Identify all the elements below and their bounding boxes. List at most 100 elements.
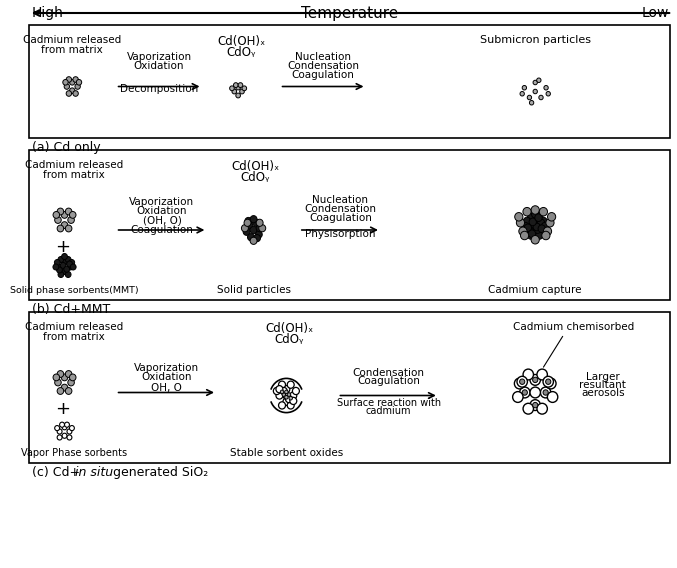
Circle shape [278, 402, 286, 409]
Circle shape [250, 237, 257, 244]
Circle shape [69, 260, 74, 265]
Circle shape [67, 429, 72, 434]
Text: Oxidation: Oxidation [134, 61, 184, 70]
Circle shape [62, 269, 68, 274]
Circle shape [55, 216, 61, 223]
Circle shape [523, 403, 533, 414]
Circle shape [66, 77, 72, 82]
Circle shape [533, 89, 538, 94]
Circle shape [533, 80, 538, 85]
Circle shape [53, 374, 60, 381]
Text: Temperature: Temperature [301, 6, 399, 21]
Circle shape [290, 392, 297, 399]
Circle shape [287, 402, 294, 409]
Circle shape [517, 377, 527, 387]
Circle shape [66, 387, 72, 394]
Circle shape [57, 435, 62, 440]
Circle shape [522, 86, 527, 90]
Text: Cadmium chemisorbed: Cadmium chemisorbed [513, 322, 634, 332]
Circle shape [530, 387, 540, 398]
Text: Oxidation: Oxidation [141, 371, 192, 382]
Text: Coagulation: Coagulation [131, 225, 194, 235]
Circle shape [63, 80, 68, 85]
Circle shape [283, 392, 290, 399]
Text: CdOᵧ: CdOᵧ [241, 171, 270, 184]
Circle shape [64, 266, 70, 272]
Text: Vaporization: Vaporization [134, 362, 199, 373]
Circle shape [57, 370, 64, 377]
Circle shape [520, 91, 525, 96]
Circle shape [65, 257, 71, 262]
Circle shape [289, 396, 292, 400]
Text: Decomposition: Decomposition [120, 83, 198, 94]
Circle shape [287, 393, 290, 396]
Text: (c) Cd+: (c) Cd+ [32, 466, 80, 479]
Text: Coagulation: Coagulation [309, 213, 372, 223]
Text: Low: Low [642, 6, 670, 20]
Circle shape [256, 224, 263, 232]
Circle shape [236, 93, 240, 98]
Circle shape [244, 219, 251, 227]
Text: from matrix: from matrix [43, 332, 105, 342]
Text: Solid phase sorbents(MMT): Solid phase sorbents(MMT) [10, 286, 139, 295]
Circle shape [254, 235, 261, 242]
Circle shape [232, 89, 236, 94]
Text: Condensation: Condensation [353, 367, 424, 378]
Circle shape [282, 393, 286, 396]
Text: Vapor Phase sorbents: Vapor Phase sorbents [21, 448, 127, 458]
Text: Cadmium released: Cadmium released [25, 160, 123, 170]
Circle shape [540, 217, 547, 225]
Text: Oxidation: Oxidation [137, 206, 187, 216]
Circle shape [255, 231, 262, 238]
Text: CdOᵧ: CdOᵧ [275, 333, 304, 346]
Circle shape [246, 222, 253, 229]
Circle shape [283, 386, 290, 393]
FancyBboxPatch shape [29, 150, 670, 300]
Circle shape [544, 86, 548, 90]
Circle shape [73, 77, 79, 82]
Circle shape [57, 429, 62, 434]
Circle shape [64, 422, 70, 427]
Circle shape [534, 225, 542, 233]
Circle shape [292, 387, 299, 395]
Circle shape [512, 391, 523, 402]
Circle shape [538, 225, 546, 232]
Circle shape [248, 233, 255, 241]
Circle shape [536, 213, 543, 220]
Circle shape [70, 374, 76, 381]
Circle shape [527, 95, 531, 100]
Circle shape [517, 219, 525, 227]
Text: Cd(OH)ₓ: Cd(OH)ₓ [232, 160, 280, 173]
Circle shape [55, 425, 60, 431]
Circle shape [245, 218, 252, 224]
Circle shape [544, 227, 552, 236]
Circle shape [70, 88, 75, 94]
Circle shape [539, 95, 543, 100]
Circle shape [57, 267, 62, 273]
Text: +: + [55, 238, 70, 256]
Text: from matrix: from matrix [41, 45, 103, 55]
Circle shape [68, 264, 73, 270]
Circle shape [529, 101, 533, 105]
Circle shape [531, 210, 539, 218]
Circle shape [57, 225, 64, 232]
Text: CdOᵧ: CdOᵧ [226, 46, 256, 59]
Text: Surface reaction with: Surface reaction with [336, 398, 441, 407]
Circle shape [286, 395, 292, 403]
Circle shape [546, 219, 554, 227]
Circle shape [70, 211, 76, 218]
Circle shape [54, 260, 60, 265]
Text: Condensation: Condensation [287, 61, 359, 70]
Circle shape [287, 381, 294, 389]
Text: (a) Cd only: (a) Cd only [32, 141, 100, 154]
Circle shape [543, 390, 548, 395]
Circle shape [242, 224, 248, 232]
Text: Coagulation: Coagulation [292, 69, 355, 80]
Circle shape [521, 231, 529, 240]
Text: generated SiO₂: generated SiO₂ [109, 466, 208, 479]
Circle shape [242, 86, 246, 91]
Circle shape [60, 262, 66, 269]
Text: aerosols: aerosols [581, 389, 625, 399]
Text: Cd(OH)ₓ: Cd(OH)ₓ [217, 35, 265, 48]
Circle shape [61, 384, 68, 391]
